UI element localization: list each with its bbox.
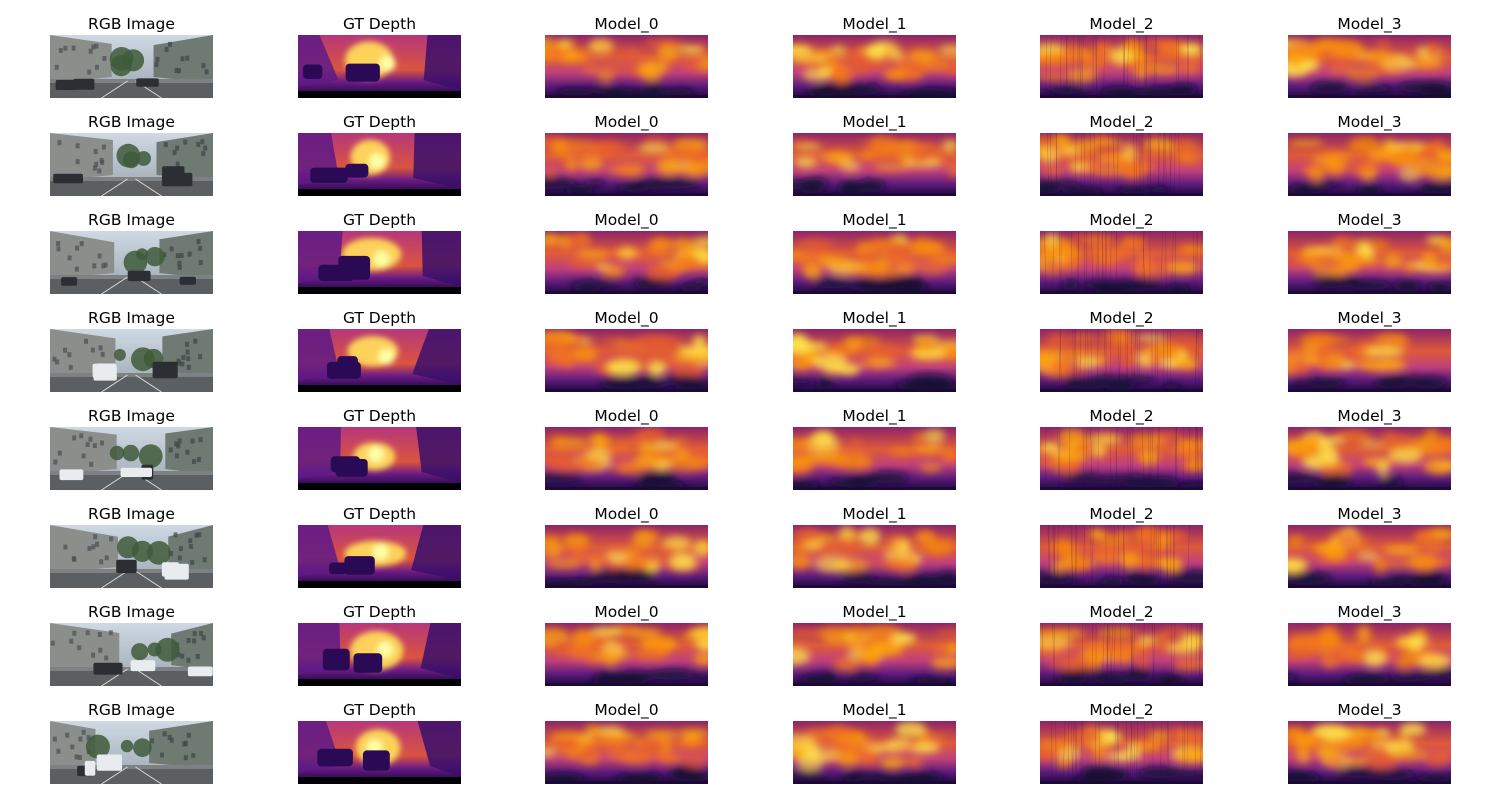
depth-map-image	[1288, 35, 1451, 98]
depth-map-image	[545, 329, 708, 392]
panel-title: Model_2	[1010, 699, 1233, 721]
depth-map-image	[793, 329, 956, 392]
panel-title: Model_0	[515, 307, 738, 329]
panel-title: Model_3	[1258, 13, 1481, 35]
depth-map-image	[1040, 721, 1203, 784]
panel-title: Model_3	[1258, 503, 1481, 525]
rgb-image	[50, 35, 213, 98]
panel-title: Model_1	[763, 503, 986, 525]
panel-title: Model_1	[763, 307, 986, 329]
depth-map-image	[793, 525, 956, 588]
depth-map-image	[1288, 133, 1451, 196]
depth-map-image	[1040, 329, 1203, 392]
depth-map-image	[1288, 525, 1451, 588]
depth-map-image	[793, 721, 956, 784]
panel-title: Model_0	[515, 699, 738, 721]
panel-title: Model_2	[1010, 209, 1233, 231]
depth-map-image	[298, 721, 461, 784]
panel-title: GT Depth	[268, 405, 491, 427]
rgb-image	[50, 623, 213, 686]
panel-title: Model_3	[1258, 405, 1481, 427]
panel-title: Model_1	[763, 601, 986, 623]
depth-map-image	[545, 35, 708, 98]
depth-map-image	[298, 427, 461, 490]
depth-map-image	[1288, 427, 1451, 490]
rgb-image	[50, 231, 213, 294]
depth-map-image	[1040, 427, 1203, 490]
panel-title: Model_3	[1258, 699, 1481, 721]
depth-map-image	[298, 623, 461, 686]
panel-title: Model_0	[515, 601, 738, 623]
rgb-image	[50, 133, 213, 196]
panel-title: Model_1	[763, 13, 986, 35]
depth-map-image	[298, 525, 461, 588]
depth-map-image	[545, 623, 708, 686]
panel-title: Model_2	[1010, 307, 1233, 329]
panel-title: Model_1	[763, 405, 986, 427]
panel-title: Model_2	[1010, 13, 1233, 35]
depth-map-image	[298, 329, 461, 392]
panel-title: Model_3	[1258, 601, 1481, 623]
panel-title: GT Depth	[268, 209, 491, 231]
rgb-image	[50, 525, 213, 588]
depth-map-image	[1288, 329, 1451, 392]
depth-map-image	[545, 133, 708, 196]
panel-title: RGB Image	[20, 601, 243, 623]
panel-title: Model_1	[763, 111, 986, 133]
panel-title: Model_2	[1010, 601, 1233, 623]
panel-title: RGB Image	[20, 699, 243, 721]
panel-title: GT Depth	[268, 307, 491, 329]
depth-map-image	[545, 231, 708, 294]
panel-title: GT Depth	[268, 111, 491, 133]
panel-title: Model_2	[1010, 503, 1233, 525]
depth-map-image	[545, 427, 708, 490]
rgb-image	[50, 721, 213, 784]
depth-map-image	[1040, 525, 1203, 588]
depth-map-image	[1288, 721, 1451, 784]
panel-title: Model_0	[515, 405, 738, 427]
panel-title: RGB Image	[20, 405, 243, 427]
rgb-image	[50, 427, 213, 490]
depth-map-image	[793, 133, 956, 196]
panel-title: RGB Image	[20, 13, 243, 35]
depth-map-image	[545, 525, 708, 588]
panel-title: GT Depth	[268, 503, 491, 525]
depth-map-image	[298, 133, 461, 196]
depth-map-image	[1040, 231, 1203, 294]
depth-map-image	[793, 35, 956, 98]
panel-title: Model_3	[1258, 111, 1481, 133]
panel-title: Model_2	[1010, 111, 1233, 133]
depth-map-image	[793, 231, 956, 294]
depth-map-image	[298, 35, 461, 98]
depth-map-image	[1040, 35, 1203, 98]
depth-map-image	[1288, 623, 1451, 686]
depth-map-image	[545, 721, 708, 784]
panel-title: Model_2	[1010, 405, 1233, 427]
panel-title: Model_1	[763, 699, 986, 721]
panel-title: Model_0	[515, 111, 738, 133]
panel-title: RGB Image	[20, 503, 243, 525]
panel-title: Model_3	[1258, 307, 1481, 329]
depth-map-image	[793, 623, 956, 686]
panel-title: GT Depth	[268, 13, 491, 35]
depth-map-image	[1040, 133, 1203, 196]
panel-title: RGB Image	[20, 307, 243, 329]
depth-map-image	[1288, 231, 1451, 294]
depth-map-image	[298, 231, 461, 294]
depth-map-image	[793, 427, 956, 490]
panel-title: Model_0	[515, 503, 738, 525]
panel-title: Model_0	[515, 13, 738, 35]
panel-title: RGB Image	[20, 209, 243, 231]
rgb-image	[50, 329, 213, 392]
panel-title: Model_0	[515, 209, 738, 231]
depth-map-image	[1040, 623, 1203, 686]
panel-title: Model_1	[763, 209, 986, 231]
panel-title: RGB Image	[20, 111, 243, 133]
panel-title: Model_3	[1258, 209, 1481, 231]
panel-title: GT Depth	[268, 699, 491, 721]
panel-title: GT Depth	[268, 601, 491, 623]
